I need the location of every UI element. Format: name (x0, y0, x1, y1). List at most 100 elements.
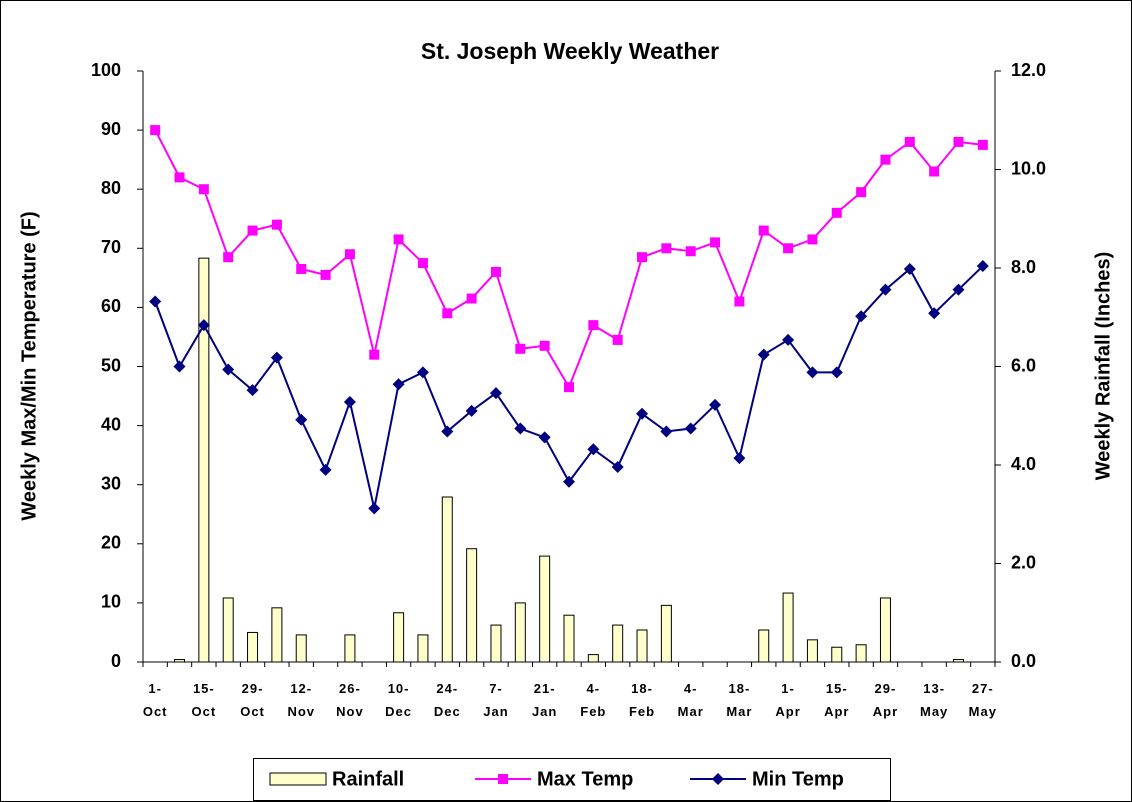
marker (904, 136, 915, 147)
marker (223, 252, 234, 263)
bar (855, 644, 867, 663)
x-tick-label: 27-May (969, 681, 997, 719)
x-tick-label: 24-Dec (434, 681, 461, 719)
marker (197, 319, 210, 332)
marker (782, 333, 795, 346)
bar (782, 592, 794, 663)
x-tick-label: 1-Oct (143, 681, 168, 719)
marker (734, 296, 745, 307)
marker (880, 154, 891, 165)
y-tick-label: 90 (101, 119, 121, 139)
bar (806, 639, 818, 663)
y-tick-label: 20 (101, 533, 121, 553)
bar (490, 624, 502, 663)
marker (783, 243, 794, 254)
marker (441, 425, 454, 438)
marker (466, 293, 477, 304)
marker (270, 351, 283, 364)
marker (368, 502, 381, 515)
y2-axis-label: Weekly Rainfall (Inches) (1092, 252, 1114, 481)
bar (271, 607, 283, 663)
bar (393, 612, 405, 663)
marker (198, 184, 209, 195)
bar (758, 629, 770, 663)
y-tick-label: 50 (101, 355, 121, 375)
legend-box (253, 758, 891, 801)
marker (929, 166, 940, 177)
legend-marker (498, 774, 508, 784)
y-tick-label: 70 (101, 237, 121, 257)
marker (758, 225, 769, 236)
x-tick-label: 1-Apr (775, 681, 800, 719)
marker (757, 348, 770, 361)
marker (514, 422, 527, 435)
bar (539, 555, 551, 663)
marker (856, 187, 867, 198)
y-tick-label: 100 (91, 60, 121, 80)
marker (855, 310, 868, 323)
y2-tick-label: 4.0 (1011, 454, 1036, 474)
marker (830, 366, 843, 379)
marker (319, 463, 332, 476)
bar (952, 659, 964, 663)
marker (660, 425, 673, 438)
marker (343, 395, 356, 408)
marker (661, 243, 672, 254)
marker (709, 398, 722, 411)
legend-label: Max Temp (537, 768, 633, 790)
y2-tick-label: 10.0 (1011, 158, 1046, 178)
x-tick-label: 4-Mar (678, 681, 704, 719)
bar (636, 629, 648, 663)
marker (903, 262, 916, 275)
x-tick-label: 21-Jan (532, 681, 557, 719)
y-tick-label: 80 (101, 178, 121, 198)
marker (490, 266, 501, 277)
marker (515, 343, 526, 354)
y-tick-label: 60 (101, 296, 121, 316)
legend-marker (712, 773, 724, 785)
marker (296, 263, 307, 274)
bar (612, 624, 624, 663)
y2-tick-label: 2.0 (1011, 552, 1036, 572)
marker (637, 252, 648, 263)
x-tick-label: 18-Mar (726, 681, 752, 719)
bar (222, 597, 234, 663)
bar (174, 659, 186, 663)
marker (295, 413, 308, 426)
x-tick-label: 12-Nov (287, 681, 315, 719)
marker (928, 307, 941, 320)
legend-label: Rainfall (332, 768, 404, 790)
marker (733, 452, 746, 465)
marker (222, 363, 235, 376)
marker (369, 349, 380, 360)
marker (952, 283, 965, 296)
bar (344, 634, 356, 663)
bar (587, 654, 599, 663)
y-tick-label: 40 (101, 414, 121, 434)
marker (417, 258, 428, 269)
bar (466, 548, 478, 663)
x-tick-label: 7-Jan (483, 681, 508, 719)
bar (417, 634, 429, 663)
bar (660, 604, 672, 663)
marker (539, 340, 550, 351)
x-tick-label: 15-Apr (824, 681, 849, 719)
bar (514, 602, 526, 663)
bar (831, 646, 843, 663)
marker (977, 139, 988, 150)
marker (563, 475, 575, 488)
legend-swatch (269, 772, 327, 786)
marker (588, 320, 599, 331)
marker (807, 234, 818, 245)
marker (173, 360, 186, 373)
x-tick-label: 29-Apr (873, 681, 898, 719)
x-tick-label: 4-Feb (580, 681, 606, 719)
y2-tick-label: 12.0 (1011, 60, 1046, 80)
x-tick-label: 18-Feb (629, 681, 655, 719)
marker (344, 249, 355, 260)
bar (563, 614, 575, 663)
legend-label: Min Temp (752, 768, 844, 790)
bar (441, 496, 453, 663)
